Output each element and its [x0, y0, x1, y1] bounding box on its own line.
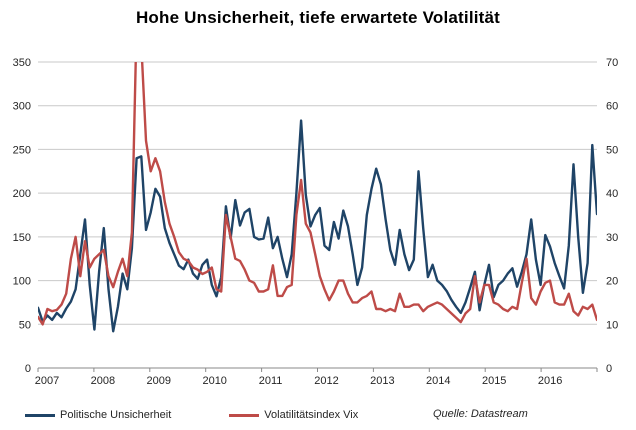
source-note: Quelle: Datastream [433, 408, 528, 420]
y-right-tick-label: 50 [606, 144, 618, 156]
x-tick-label: 2007 [35, 375, 59, 387]
y-left-tick-label: 100 [13, 276, 31, 288]
series1-line-swatch [25, 413, 55, 417]
y-right-tick-label: 60 [606, 101, 618, 113]
legend-item-politische-unsicherheit: Politische Unsicherheit [25, 409, 171, 421]
y-left-tick-label: 150 [13, 232, 31, 244]
y-left-tick-label: 250 [13, 144, 31, 156]
y-left-tick-label: 200 [13, 188, 31, 200]
series-line-1 [38, 119, 597, 333]
y-right-tick-label: 0 [606, 363, 612, 375]
y-right-tick-label: 10 [606, 319, 618, 331]
x-tick-label: 2011 [259, 375, 283, 387]
x-tick-label: 2012 [314, 375, 338, 387]
y-left-tick-label: 0 [25, 363, 31, 375]
legend-item-volatilitaetsindex-vix: Volatilitätsindex Vix [229, 409, 358, 421]
x-tick-label: 2014 [426, 375, 450, 387]
y-left-tick-label: 300 [13, 101, 31, 113]
legend-label-series1: Politische Unsicherheit [60, 409, 172, 421]
x-tick-label: 2016 [538, 375, 562, 387]
y-right-tick-label: 70 [606, 57, 618, 69]
y-left-tick-label: 350 [13, 57, 31, 69]
y-left-tick-label: 50 [19, 319, 31, 331]
legend-label-series2: Volatilitätsindex Vix [264, 409, 359, 421]
chart-title: Hohe Unsicherheit, tiefe erwartete Volat… [135, 8, 501, 27]
x-tick-label: 2013 [370, 375, 394, 387]
chart-legend: Politische Unsicherheit Volatilitätsinde… [25, 406, 625, 424]
y-right-tick-label: 30 [606, 232, 618, 244]
x-tick-label: 2009 [147, 375, 171, 387]
x-tick-label: 2008 [91, 375, 115, 387]
y-right-tick-label: 20 [606, 276, 618, 288]
y-right-tick-label: 40 [606, 188, 618, 200]
x-tick-label: 2010 [202, 375, 226, 387]
series-line-2 [38, 62, 597, 326]
series2-line-swatch [229, 413, 260, 417]
x-tick-label: 2015 [482, 375, 506, 387]
